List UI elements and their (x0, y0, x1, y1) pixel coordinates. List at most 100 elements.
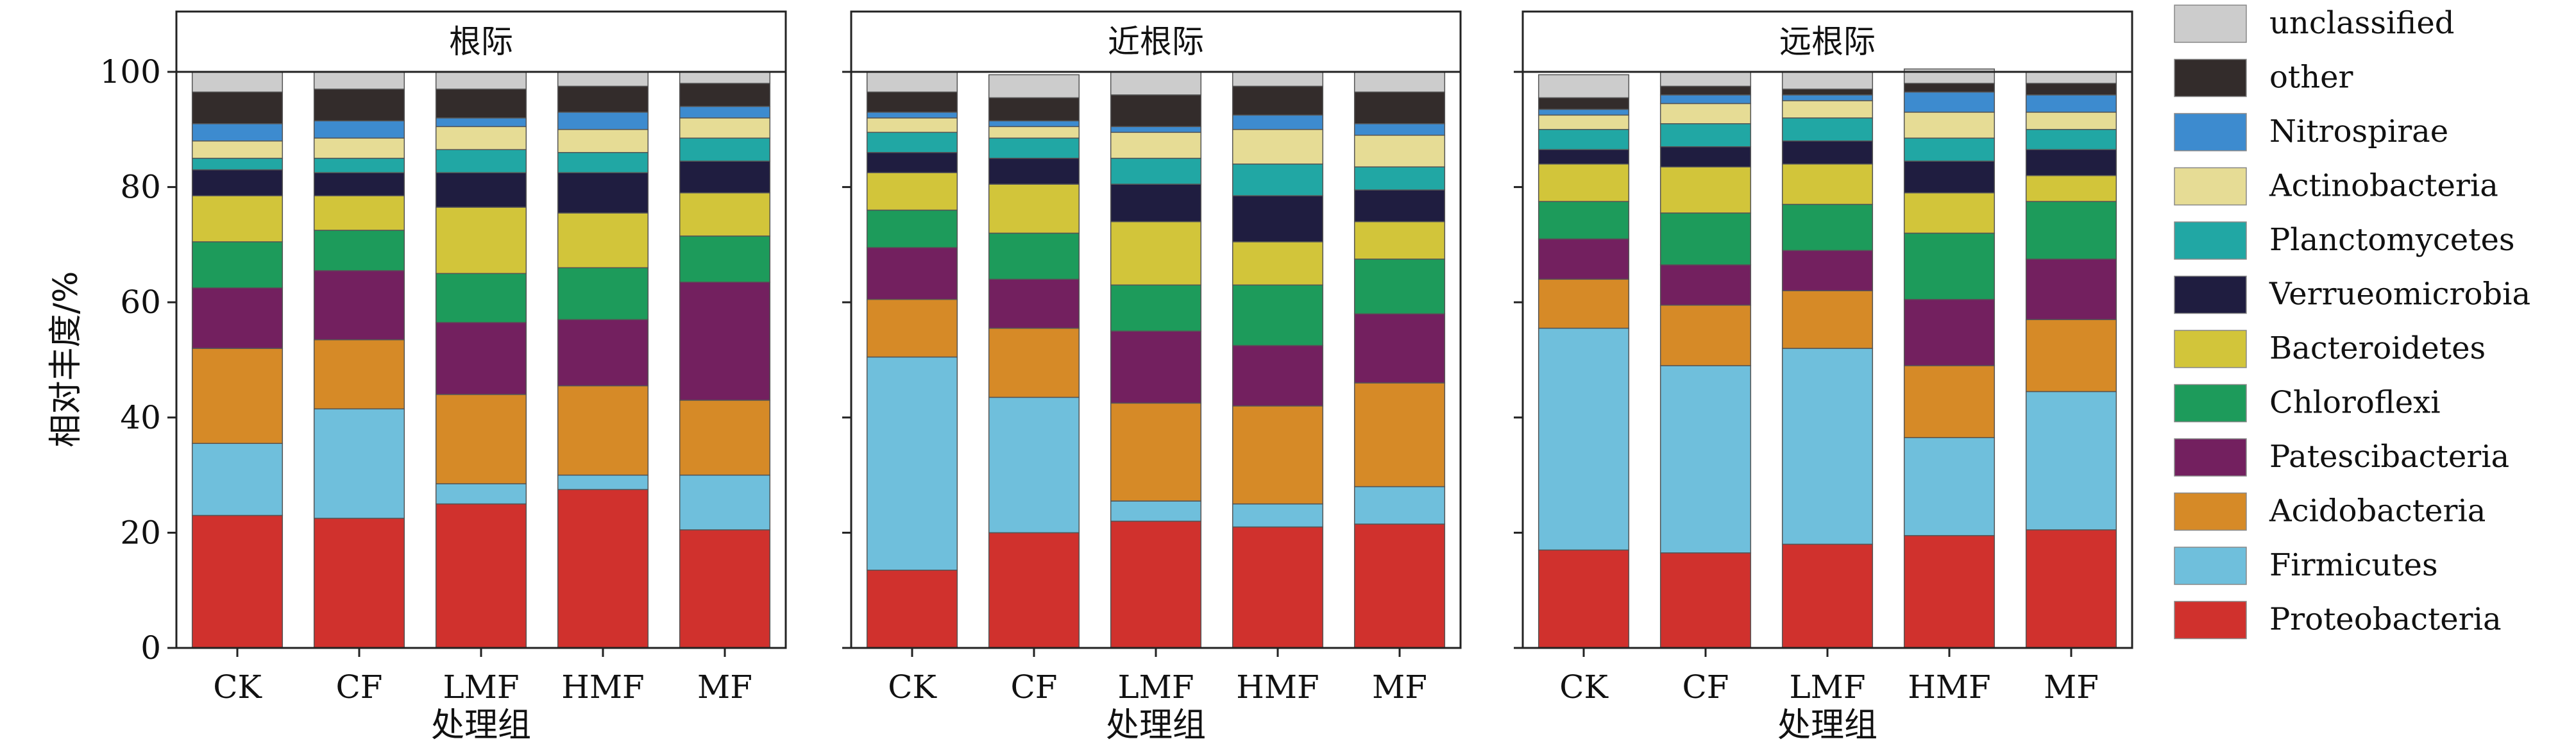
bar-segment-planctomycetes-ck (866, 132, 958, 153)
bar-segment-acidobacteria-lmf (435, 394, 527, 484)
bar-segment-patescibacteria-lmf (435, 321, 527, 395)
x-tick-label: LMF (1117, 668, 1194, 706)
bar-segment-unclassified-ck (1538, 74, 1630, 99)
bar-segment-chloroflexi-ck (191, 241, 284, 289)
bar-segment-bacteroidetes-mf (2025, 174, 2117, 202)
x-axis-title: 处理组 (1106, 706, 1206, 745)
bar-segment-actinobacteria-ck (1538, 114, 1630, 130)
bar-segment-planctomycetes-cf (313, 157, 405, 173)
legend-item-actinobacteria: Actinobacteria (2174, 167, 2498, 206)
bar-segment-bacteroidetes-mf (679, 192, 771, 237)
legend-swatch (2174, 113, 2247, 151)
bar-segment-firmicutes-hmf (1232, 503, 1324, 528)
bar-segment-unclassified-mf (679, 71, 771, 84)
bar-segment-firmicutes-cf (988, 396, 1080, 534)
x-axis-title: 处理组 (1777, 706, 1877, 745)
bar-segment-patescibacteria-cf (1659, 264, 1752, 306)
bar-segment-verrueomicrobia-hmf (557, 172, 649, 214)
bar-segment-other-cf (313, 89, 405, 122)
panel-3: 远根际 CK CF LMF HMF MF 处理组 (1514, 10, 2133, 745)
bar-segment-nitrospirae-ck (191, 123, 284, 142)
bar-segment-actinobacteria-lmf (1110, 132, 1202, 159)
bar-segment-actinobacteria-ck (191, 140, 284, 159)
bar-segment-proteobacteria-mf (1353, 523, 1446, 649)
x-tick-label: CK (1559, 668, 1609, 706)
bar-segment-patescibacteria-cf (988, 278, 1080, 329)
legend-item-proteobacteria: Proteobacteria (2174, 600, 2502, 640)
bar-segment-actinobacteria-hmf (1232, 129, 1324, 165)
legend-label: Firmicutes (2269, 547, 2438, 583)
panel-title-box (1521, 10, 2133, 73)
bar-segment-firmicutes-cf (313, 408, 405, 519)
bar-segment-acidobacteria-hmf (1232, 405, 1324, 505)
bar-segment-proteobacteria-cf (313, 518, 405, 649)
bar-segment-bacteroidetes-cf (313, 195, 405, 231)
bar-segment-chloroflexi-cf (1659, 212, 1752, 266)
bar-segment-bacteroidetes-ck (866, 172, 958, 211)
panel-title: 近根际 (1108, 23, 1204, 60)
bar-segment-nitrospirae-cf (1659, 94, 1752, 105)
bar-segment-other-hmf (1232, 85, 1324, 116)
bar-segment-chloroflexi-ck (866, 209, 958, 248)
bar-segment-planctomycetes-mf (679, 137, 771, 162)
bar-segment-chloroflexi-hmf (1903, 232, 1996, 300)
bar-segment-nitrospirae-ck (866, 112, 958, 119)
bar-segment-acidobacteria-ck (191, 348, 284, 444)
bar-segment-firmicutes-ck (866, 356, 958, 571)
bar-segment-other-lmf (435, 89, 527, 119)
bar-segment-actinobacteria-ck (866, 117, 958, 133)
bar-segment-bacteroidetes-lmf (435, 207, 527, 275)
legend-swatch (2174, 167, 2247, 206)
legend-item-acidobacteria: Acidobacteria (2174, 492, 2486, 531)
bar-segment-proteobacteria-ck (191, 514, 284, 649)
legend-swatch (2174, 492, 2247, 531)
x-tick-label: MF (2044, 668, 2099, 706)
y-tick-label: 40 (120, 399, 161, 436)
bar-segment-bacteroidetes-lmf (1110, 221, 1202, 286)
bar-segment-planctomycetes-ck (1538, 129, 1630, 150)
y-axis-label: 相对丰度/% (47, 271, 85, 448)
bar-segment-unclassified-lmf (435, 71, 527, 90)
bar-segment-other-ck (866, 91, 958, 113)
bar-segment-chloroflexi-cf (313, 230, 405, 271)
bar-segment-patescibacteria-lmf (1781, 250, 1874, 291)
panels: 根际 CK CF LMF HMF MF 处理组 0 20 40 60 80 100 近根际 CK CF LMF H… (100, 10, 2133, 745)
bar-segment-firmicutes-mf (1353, 486, 1446, 525)
x-tick-label: CK (213, 668, 262, 706)
bar-segment-nitrospirae-lmf (1110, 126, 1202, 133)
bar-segment-bacteroidetes-hmf (1903, 192, 1996, 234)
bar-segment-other-mf (679, 83, 771, 107)
bar-segment-bacteroidetes-cf (988, 183, 1080, 234)
legend-swatch (2174, 384, 2247, 423)
x-tick-label: MF (1372, 668, 1427, 706)
bar-segment-chloroflexi-cf (988, 232, 1080, 280)
bar-segment-other-mf (1353, 91, 1446, 124)
bar-segment-other-lmf (1110, 94, 1202, 128)
legend-item-planctomycetes: Planctomycetes (2174, 221, 2515, 260)
legend-item-verrueomicrobia: Verrueomicrobia (2174, 275, 2530, 314)
bar-segment-firmicutes-ck (1538, 327, 1630, 551)
bar-segment-nitrospirae-lmf (1781, 94, 1874, 101)
legend-label: Proteobacteria (2269, 602, 2502, 638)
bar-segment-patescibacteria-hmf (1903, 298, 1996, 366)
bar-segment-acidobacteria-ck (866, 298, 958, 358)
bar-segment-verrueomicrobia-hmf (1903, 160, 1996, 194)
bar-segment-verrueomicrobia-cf (1659, 146, 1752, 167)
bar-segment-firmicutes-lmf (1781, 348, 1874, 545)
bar-segment-nitrospirae-hmf (557, 112, 649, 130)
bar-segment-patescibacteria-lmf (1110, 330, 1202, 404)
bar-segment-unclassified-mf (2025, 71, 2117, 84)
bar-segment-unclassified-cf (988, 74, 1080, 99)
bar-segment-bacteroidetes-mf (1353, 221, 1446, 260)
bar-segment-proteobacteria-lmf (435, 503, 527, 649)
legend-item-bacteroidetes: Bacteroidetes (2174, 330, 2486, 368)
bar-segment-patescibacteria-mf (679, 282, 771, 401)
y-axis-label-group: 相对丰度/% (47, 271, 85, 448)
x-tick-label: HMF (1236, 668, 1319, 706)
bar-segment-nitrospirae-lmf (435, 117, 527, 128)
bar-segment-verrueomicrobia-hmf (1232, 195, 1324, 242)
legend-swatch (2174, 547, 2247, 585)
bar-segment-proteobacteria-lmf (1110, 520, 1202, 649)
x-tick-label: CK (888, 668, 937, 706)
bar-segment-acidobacteria-ck (1538, 278, 1630, 329)
